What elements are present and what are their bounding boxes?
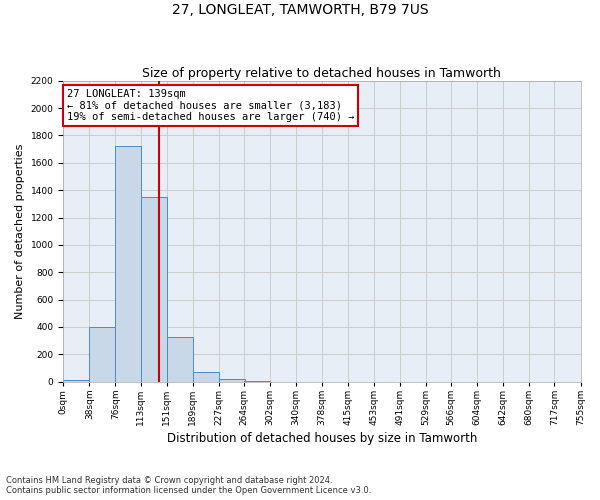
Text: 27 LONGLEAT: 139sqm
← 81% of detached houses are smaller (3,183)
19% of semi-det: 27 LONGLEAT: 139sqm ← 81% of detached ho… xyxy=(67,89,354,122)
Bar xyxy=(63,380,89,382)
Text: 27, LONGLEAT, TAMWORTH, B79 7US: 27, LONGLEAT, TAMWORTH, B79 7US xyxy=(172,2,428,16)
Bar xyxy=(219,379,245,382)
X-axis label: Distribution of detached houses by size in Tamworth: Distribution of detached houses by size … xyxy=(167,432,477,445)
Bar xyxy=(167,336,193,382)
Y-axis label: Number of detached properties: Number of detached properties xyxy=(15,144,25,319)
Bar xyxy=(193,372,219,382)
Text: Contains HM Land Registry data © Crown copyright and database right 2024.
Contai: Contains HM Land Registry data © Crown c… xyxy=(6,476,371,495)
Bar xyxy=(244,381,270,382)
Bar xyxy=(140,197,167,382)
Title: Size of property relative to detached houses in Tamworth: Size of property relative to detached ho… xyxy=(142,66,502,80)
Bar xyxy=(89,327,115,382)
Bar xyxy=(115,146,142,382)
